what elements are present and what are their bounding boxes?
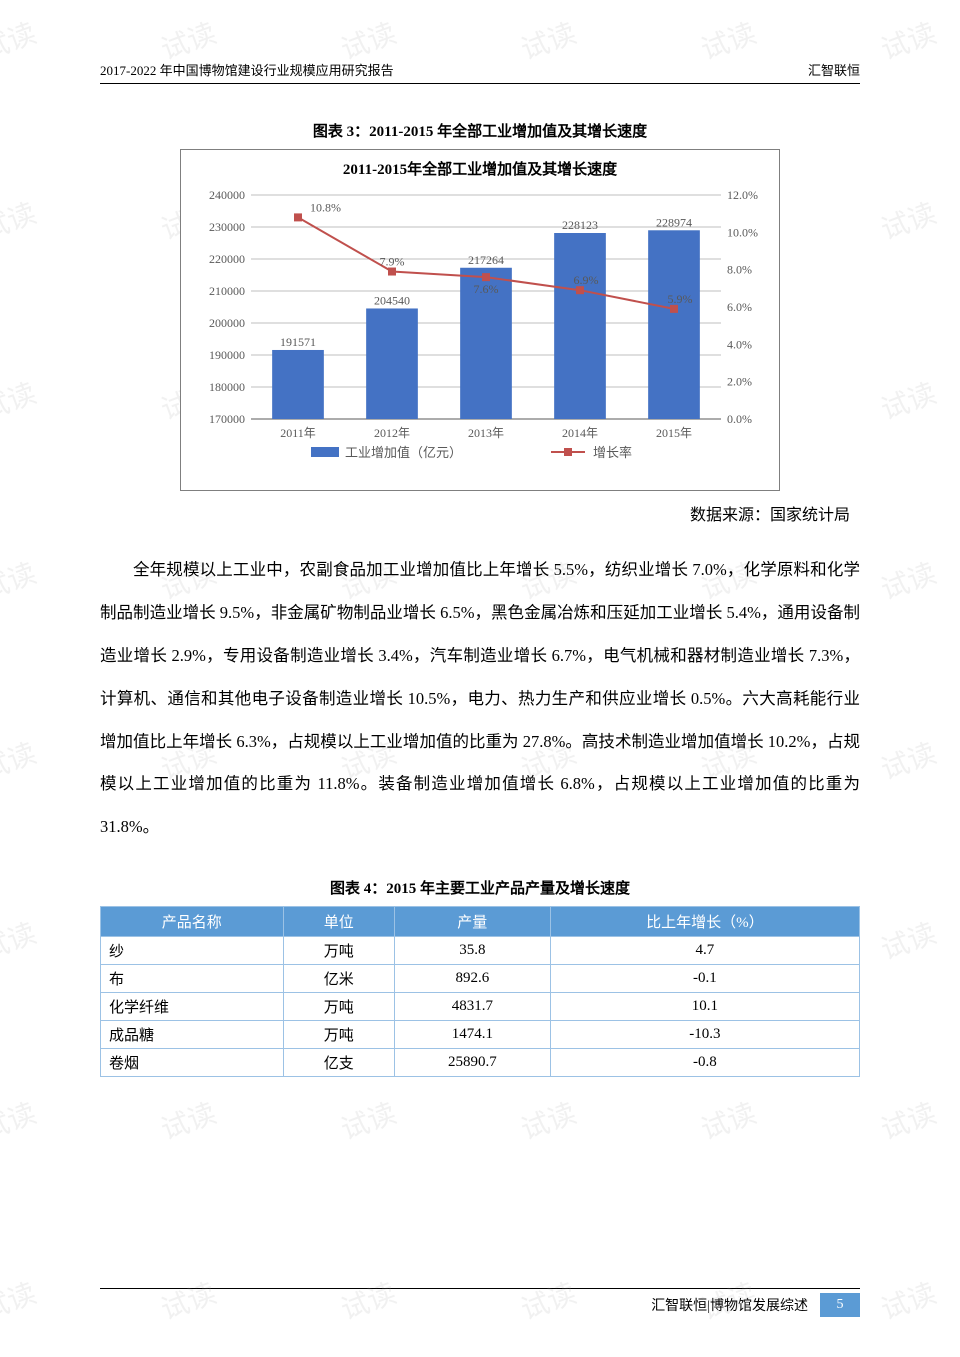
- svg-text:10.0%: 10.0%: [727, 225, 758, 239]
- table-header-row: 产品名称 单位 产量 比上年增长（%）: [101, 907, 860, 937]
- col-header: 单位: [283, 907, 394, 937]
- table-caption: 图表 4：2015 年主要工业产品产量及增长速度: [100, 877, 860, 898]
- svg-text:2014年: 2014年: [562, 426, 598, 440]
- svg-text:220000: 220000: [209, 252, 245, 266]
- svg-text:191571: 191571: [280, 335, 316, 349]
- table-cell: 布: [101, 965, 284, 993]
- svg-text:7.9%: 7.9%: [380, 255, 405, 269]
- chart-container: 2011-2015年全部工业增加值及其增长速度 170000 180000 1900…: [180, 149, 780, 491]
- svg-text:240000: 240000: [209, 188, 245, 202]
- page-header: 2017-2022 年中国博物馆建设行业规模应用研究报告 汇智联恒: [100, 60, 860, 84]
- svg-text:4.0%: 4.0%: [727, 337, 752, 351]
- col-header: 产量: [394, 907, 550, 937]
- table-row: 布亿米892.6-0.1: [101, 965, 860, 993]
- svg-text:228123: 228123: [562, 218, 598, 232]
- svg-text:200000: 200000: [209, 316, 245, 330]
- svg-text:6.9%: 6.9%: [574, 273, 599, 287]
- table-cell: 化学纤维: [101, 993, 284, 1021]
- table-cell: 万吨: [283, 937, 394, 965]
- svg-text:7.6%: 7.6%: [474, 282, 499, 296]
- table-cell: 卷烟: [101, 1049, 284, 1077]
- page-footer: 汇智联恒|博物馆发展综述 5: [100, 1288, 860, 1317]
- table-cell: 万吨: [283, 993, 394, 1021]
- svg-text:2.0%: 2.0%: [727, 375, 752, 389]
- svg-text:工业增加值（亿元）: 工业增加值（亿元）: [345, 445, 462, 460]
- table-cell: 892.6: [394, 965, 550, 993]
- table-row: 成品糖万吨1474.1-10.3: [101, 1021, 860, 1049]
- svg-text:170000: 170000: [209, 412, 245, 426]
- chart-caption: 图表 3：2011-2015 年全部工业增加值及其增长速度: [100, 120, 860, 141]
- svg-text:210000: 210000: [209, 284, 245, 298]
- table-row: 纱万吨35.84.7: [101, 937, 860, 965]
- svg-text:5.9%: 5.9%: [668, 292, 693, 306]
- header-right: 汇智联恒: [808, 60, 860, 79]
- svg-text:217264: 217264: [468, 253, 504, 267]
- svg-text:2012年: 2012年: [374, 426, 410, 440]
- chart-source: 数据来源：国家统计局: [100, 501, 850, 525]
- table-cell: 4831.7: [394, 993, 550, 1021]
- table-cell: 35.8: [394, 937, 550, 965]
- table-cell: -10.3: [550, 1021, 859, 1049]
- table-cell: -0.8: [550, 1049, 859, 1077]
- svg-text:180000: 180000: [209, 380, 245, 394]
- table-cell: -0.1: [550, 965, 859, 993]
- svg-text:8.0%: 8.0%: [727, 263, 752, 277]
- data-table: 产品名称 单位 产量 比上年增长（%） 纱万吨35.84.7布亿米892.6-0…: [100, 906, 860, 1077]
- svg-text:增长率: 增长率: [593, 445, 632, 460]
- table-cell: 亿支: [283, 1049, 394, 1077]
- svg-text:2015年: 2015年: [656, 426, 692, 440]
- body-paragraph: 全年规模以上工业中，农副食品加工业增加值比上年增长 5.5%，纺织业增长 7.0…: [100, 549, 860, 849]
- table-cell: 10.1: [550, 993, 859, 1021]
- table-cell: 纱: [101, 937, 284, 965]
- page: 2017-2022 年中国博物馆建设行业规模应用研究报告 汇智联恒 图表 3：2…: [0, 0, 960, 1117]
- footer-text: 汇智联恒|博物馆发展综述: [651, 1295, 808, 1315]
- table-cell: 25890.7: [394, 1049, 550, 1077]
- svg-text:204540: 204540: [374, 293, 410, 307]
- svg-text:230000: 230000: [209, 220, 245, 234]
- header-left: 2017-2022 年中国博物馆建设行业规模应用研究报告: [100, 60, 394, 79]
- svg-text:228974: 228974: [656, 215, 692, 229]
- svg-text:6.0%: 6.0%: [727, 300, 752, 314]
- page-number: 5: [820, 1293, 860, 1317]
- table-cell: 4.7: [550, 937, 859, 965]
- svg-text:12.0%: 12.0%: [727, 188, 758, 202]
- svg-text:0.0%: 0.0%: [727, 412, 752, 426]
- table-cell: 亿米: [283, 965, 394, 993]
- col-header: 产品名称: [101, 907, 284, 937]
- table-cell: 成品糖: [101, 1021, 284, 1049]
- svg-text:2013年: 2013年: [468, 426, 504, 440]
- chart-title: 2011-2015年全部工业增加值及其增长速度: [181, 150, 779, 185]
- table-cell: 1474.1: [394, 1021, 550, 1049]
- table-row: 卷烟亿支25890.7-0.8: [101, 1049, 860, 1077]
- svg-text:2011年: 2011年: [280, 426, 316, 440]
- chart-plot: 170000 180000 190000 200000 210000 220000 2300…: [181, 185, 779, 490]
- table-row: 化学纤维万吨4831.710.1: [101, 993, 860, 1021]
- col-header: 比上年增长（%）: [550, 907, 859, 937]
- svg-text:190000: 190000: [209, 348, 245, 362]
- svg-text:10.8%: 10.8%: [310, 200, 341, 214]
- table-cell: 万吨: [283, 1021, 394, 1049]
